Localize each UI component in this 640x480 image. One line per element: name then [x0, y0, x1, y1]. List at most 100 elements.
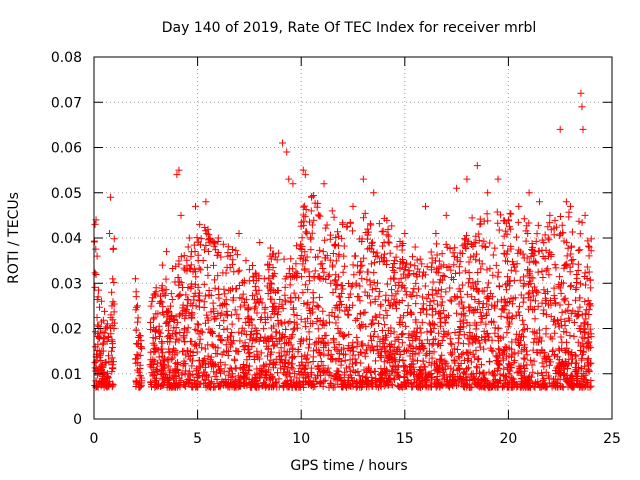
data-point — [163, 318, 171, 326]
data-point — [226, 364, 234, 372]
data-point — [433, 251, 441, 259]
data-point — [467, 241, 475, 249]
data-point — [482, 243, 490, 251]
data-point — [477, 265, 485, 273]
data-point — [343, 223, 351, 231]
data-point — [228, 340, 236, 348]
data-point — [331, 343, 339, 351]
data-point — [236, 337, 244, 345]
data-point — [351, 355, 359, 363]
data-point — [507, 294, 515, 302]
y-tick-label: 0.06 — [51, 141, 82, 157]
data-point — [470, 353, 478, 361]
data-point — [418, 260, 426, 268]
data-point — [497, 296, 505, 304]
data-point — [422, 202, 430, 210]
data-point — [167, 333, 175, 341]
data-point — [551, 294, 559, 302]
data-point — [555, 280, 563, 288]
data-point — [512, 311, 520, 319]
data-point — [372, 357, 380, 365]
data-point — [282, 351, 290, 359]
data-point — [469, 339, 477, 347]
data-point — [390, 295, 398, 303]
data-point — [107, 347, 115, 355]
data-point — [258, 314, 266, 322]
data-point — [461, 243, 469, 251]
data-point — [505, 352, 513, 360]
data-point — [528, 239, 536, 247]
data-point — [255, 383, 263, 391]
data-point — [271, 306, 279, 314]
data-point — [132, 380, 140, 388]
data-point — [584, 237, 592, 245]
data-point — [327, 279, 335, 287]
data-point — [290, 318, 298, 326]
data-point — [566, 332, 574, 340]
data-point — [561, 360, 569, 368]
data-point — [393, 333, 401, 341]
data-point — [286, 373, 294, 381]
data-point — [260, 362, 268, 370]
data-point — [508, 338, 516, 346]
data-point — [410, 285, 418, 293]
data-point — [180, 252, 188, 260]
data-point — [460, 383, 468, 391]
data-point — [287, 294, 295, 302]
data-point — [576, 246, 584, 254]
data-point — [551, 351, 559, 359]
data-point — [580, 328, 588, 336]
data-point — [507, 210, 515, 218]
data-point — [410, 378, 418, 386]
data-point — [310, 216, 318, 224]
data-point — [370, 367, 378, 375]
data-point — [398, 331, 406, 339]
data-point — [313, 318, 321, 326]
data-point — [103, 320, 111, 328]
data-point — [565, 349, 573, 357]
data-point — [520, 354, 528, 362]
data-point — [491, 329, 499, 337]
data-point — [413, 256, 421, 264]
data-point — [348, 360, 356, 368]
data-point — [167, 312, 175, 320]
y-tick-label: 0.07 — [51, 95, 82, 111]
data-point — [530, 257, 538, 265]
data-point — [450, 261, 458, 269]
data-point — [94, 293, 102, 301]
data-point — [463, 290, 471, 298]
data-point — [325, 369, 333, 377]
data-point — [215, 331, 223, 339]
data-point — [450, 252, 458, 260]
data-point — [108, 340, 116, 348]
data-point — [379, 336, 387, 344]
data-point — [482, 337, 490, 345]
data-point — [345, 342, 353, 350]
data-point — [268, 324, 276, 332]
data-point — [585, 361, 593, 369]
data-point — [248, 342, 256, 350]
data-point — [107, 193, 115, 201]
data-point — [281, 275, 289, 283]
data-point — [456, 258, 464, 266]
data-point — [534, 221, 542, 229]
data-point — [496, 370, 504, 378]
data-point — [174, 273, 182, 281]
data-point — [186, 348, 194, 356]
data-point — [184, 284, 192, 292]
data-point — [253, 309, 261, 317]
data-point — [298, 273, 306, 281]
data-point — [390, 260, 398, 268]
data-point — [257, 349, 265, 357]
data-point — [340, 252, 348, 260]
data-point — [171, 278, 179, 286]
data-point — [448, 351, 456, 359]
data-point — [434, 269, 442, 277]
data-point — [270, 342, 278, 350]
data-point — [538, 267, 546, 275]
data-point — [385, 353, 393, 361]
data-point — [453, 309, 461, 317]
data-point — [359, 379, 367, 387]
data-point — [134, 339, 142, 347]
data-point — [267, 244, 275, 252]
